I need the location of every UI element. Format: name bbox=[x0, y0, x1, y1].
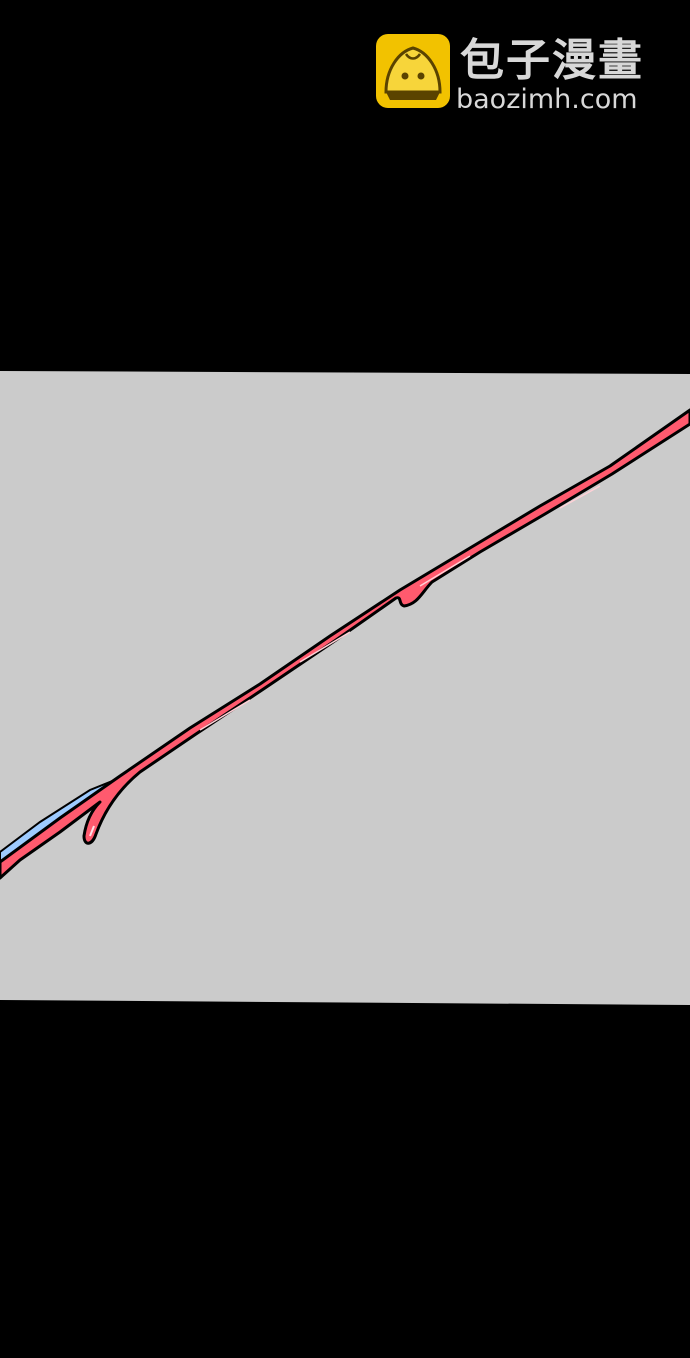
site-watermark: 包子漫畫 baozimh.com bbox=[376, 34, 676, 116]
watermark-domain: baozimh.com bbox=[456, 84, 638, 115]
red-blade bbox=[0, 408, 690, 880]
steamed-bun-icon bbox=[376, 34, 450, 108]
blade-highlight-streak bbox=[199, 485, 601, 731]
watermark-title: 包子漫畫 bbox=[460, 35, 644, 86]
panel-background bbox=[0, 371, 690, 1005]
blade-drip-shine bbox=[89, 825, 95, 837]
